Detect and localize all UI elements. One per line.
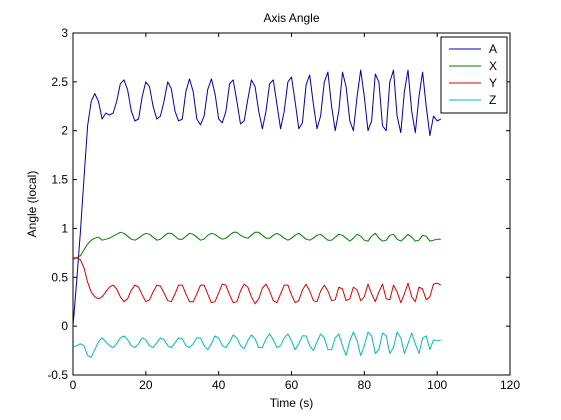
series-line-z bbox=[72, 331, 441, 358]
series-layer bbox=[72, 69, 442, 358]
x-tick-label: 0 bbox=[70, 378, 77, 392]
series-line-y bbox=[72, 257, 442, 305]
legend-label-x: X bbox=[489, 59, 497, 73]
y-tick-label: -0.5 bbox=[47, 368, 68, 382]
x-tick-label: 20 bbox=[139, 378, 153, 392]
y-tick-label: 1.5 bbox=[51, 173, 68, 187]
x-axis-label: Time (s) bbox=[270, 396, 314, 410]
y-tick-label: 0 bbox=[61, 319, 68, 333]
x-tick-label: 80 bbox=[358, 378, 372, 392]
legend-label-y: Y bbox=[489, 76, 497, 90]
y-axis-label: Angle (local) bbox=[25, 171, 39, 238]
y-tick-label: 3 bbox=[61, 26, 68, 40]
y-tick-label: 0.5 bbox=[51, 270, 68, 284]
tick-layer: 0 20 40 60 80 100 120-0.500.511.522.53 bbox=[47, 26, 520, 392]
legend-label-z: Z bbox=[489, 93, 496, 107]
series-line-x bbox=[73, 231, 441, 259]
x-tick-label: 40 bbox=[212, 378, 226, 392]
series-line-a bbox=[72, 69, 442, 327]
plot-frame bbox=[72, 32, 511, 376]
legend-box bbox=[440, 36, 508, 114]
y-tick-label: 2 bbox=[61, 124, 68, 138]
legend-label-a: A bbox=[489, 42, 497, 56]
chart-title: Axis Angle bbox=[263, 11, 319, 25]
y-tick-label: 1 bbox=[61, 221, 68, 235]
y-tick-label: 2.5 bbox=[51, 75, 68, 89]
plot-area: 0 20 40 60 80 100 120-0.500.511.522.53 bbox=[47, 26, 520, 392]
x-tick-label: 120 bbox=[500, 378, 520, 392]
x-tick-label: 60 bbox=[285, 378, 299, 392]
x-tick-label: 100 bbox=[427, 378, 447, 392]
